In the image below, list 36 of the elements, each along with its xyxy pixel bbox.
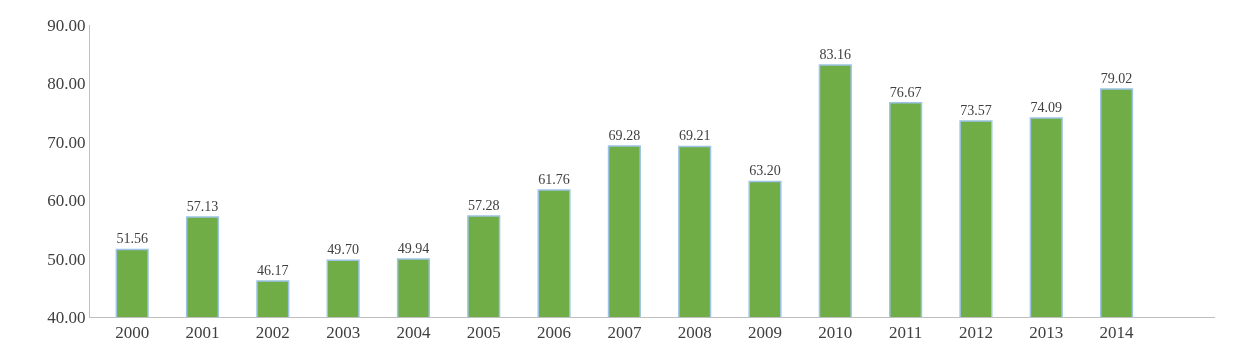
x-tick-label: 2002	[255, 323, 290, 343]
x-tick-label: 2008	[677, 323, 712, 343]
y-tick-label: 80.00	[47, 74, 86, 94]
x-tick-label: 2005	[466, 323, 501, 343]
data-label: 83.16	[819, 45, 852, 62]
x-tick-label: 2010	[818, 323, 853, 343]
x-tick-label: 2014	[1099, 323, 1135, 343]
y-tick-label: 40.00	[47, 307, 86, 327]
y-tick-label: 60.00	[47, 191, 86, 211]
y-tick-label: 70.00	[47, 132, 86, 152]
x-tick-label: 2000	[115, 323, 150, 343]
data-label: 73.57	[960, 101, 992, 118]
x-tick-label: 2007	[607, 323, 642, 343]
data-label: 76.67	[889, 83, 922, 100]
data-label: 57.28	[467, 196, 500, 213]
data-label: 46.17	[257, 261, 289, 278]
x-tick-label: 2012	[958, 323, 993, 343]
y-tick-label: 50.00	[47, 249, 86, 269]
x-tick-label: 2013	[1029, 323, 1064, 343]
data-label: 69.28	[608, 126, 641, 143]
data-label: 61.76	[538, 170, 570, 187]
data-label: 49.94	[397, 239, 430, 256]
y-tick-label: 90.00	[47, 15, 86, 35]
x-tick-label: 2009	[748, 323, 782, 343]
data-label: 63.20	[749, 162, 781, 179]
data-label: 57.13	[186, 197, 219, 214]
x-tick-label: 2006	[537, 323, 572, 343]
x-tick-label: 2011	[888, 323, 923, 343]
data-label: 79.02	[1100, 70, 1133, 86]
x-tick-label: 2003	[326, 323, 361, 343]
data-label: 51.56	[116, 230, 148, 247]
data-label: 74.09	[1030, 98, 1063, 115]
x-tick-label: 2001	[185, 323, 220, 343]
x-tick-label: 2004	[396, 323, 431, 343]
data-label: 69.21	[678, 127, 711, 144]
data-label: 49.70	[327, 241, 359, 258]
